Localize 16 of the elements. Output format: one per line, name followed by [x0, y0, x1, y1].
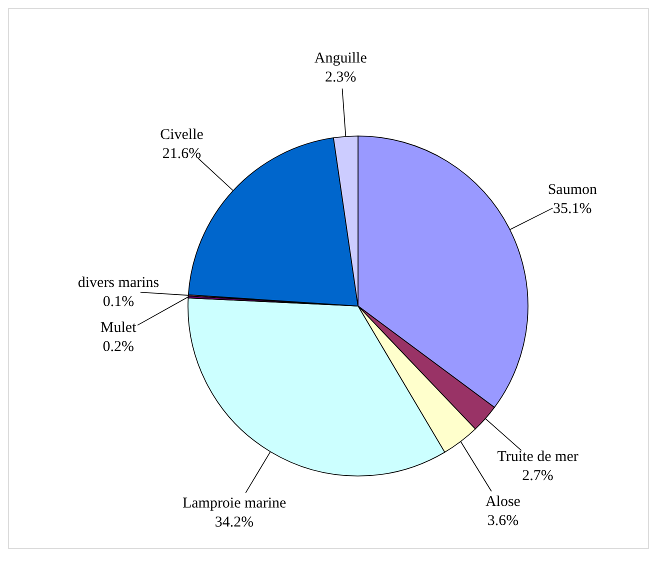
- data-label: 3.6%: [487, 512, 519, 529]
- slice-label: divers marins: [78, 274, 160, 291]
- slice-label: Alose: [485, 494, 521, 510]
- data-label: 0.2%: [102, 338, 134, 355]
- data-label: 2.3%: [325, 70, 356, 86]
- slice-label: Civelle: [160, 127, 204, 144]
- slice-label: Lamproie marine: [182, 496, 286, 512]
- slice-label: Anguille: [314, 50, 368, 67]
- data-label: 2.7%: [522, 468, 554, 484]
- data-label: 34.2%: [214, 514, 254, 531]
- slice-label: Truite de mer: [497, 448, 578, 465]
- data-label: 35.1%: [553, 201, 592, 218]
- data-label: 0.1%: [102, 294, 134, 310]
- data-label: 21.6%: [162, 146, 202, 162]
- slice-label: Mulet: [100, 320, 138, 336]
- slice-label: Saumon: [548, 182, 598, 198]
